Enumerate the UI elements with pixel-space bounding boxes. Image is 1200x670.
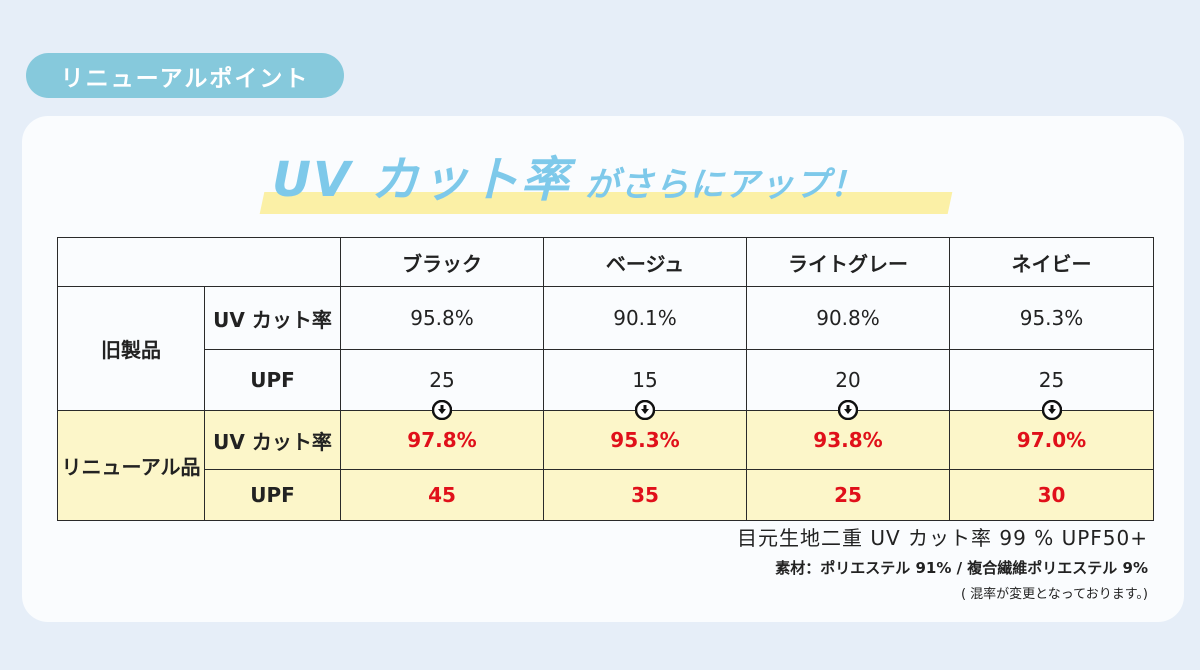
- new-upf-label: UPF: [204, 469, 341, 521]
- old-uv-value: 90.1%: [543, 286, 747, 350]
- headline-main: UV カット率: [272, 152, 571, 208]
- headline-text: UV カット率 がさらにアップ！: [272, 140, 865, 210]
- header-color-beige: ベージュ: [543, 237, 747, 287]
- arrow-down-icon: [1041, 400, 1062, 420]
- new-upf-value: 25: [746, 469, 950, 521]
- table-row: UPF 25 15 20 25: [58, 349, 1154, 420]
- table-header-row: ブラック ベージュ ライトグレー ネイビー: [57, 237, 1154, 287]
- header-color-black: ブラック: [340, 237, 544, 287]
- old-upf-value: 25: [1038, 368, 1065, 392]
- old-upf-value: 20: [835, 368, 861, 392]
- old-upf-value: 25: [429, 368, 455, 392]
- arrow-down-icon: [838, 400, 858, 420]
- old-upf-label: UPF: [204, 349, 341, 411]
- new-uv-value: 97.0%: [949, 410, 1154, 470]
- old-uv-label: UV カット率: [204, 286, 341, 350]
- old-upf-value: 15: [632, 368, 658, 392]
- new-uv-label: UV カット率: [204, 410, 341, 470]
- new-upf-value: 45: [340, 469, 544, 521]
- eye-fabric-note: 目元生地二重 UV カット率 99 % UPF50+: [737, 526, 1148, 550]
- old-upf-cell: 25: [949, 349, 1154, 420]
- header-color-navy: ネイビー: [949, 237, 1154, 287]
- old-upf-cell: 20: [746, 349, 950, 420]
- headline-sub: がさらにアップ！: [584, 165, 865, 205]
- new-uv-value: 95.3%: [543, 410, 747, 470]
- new-uv-value: 97.8%: [340, 410, 544, 470]
- material-note: 素材：ポリエステル 91% / 複合繊維ポリエステル 9%: [775, 559, 1148, 577]
- table-row: 旧製品 UV カット率 95.8% 90.1% 90.8% 95.3%: [57, 286, 1154, 411]
- old-product-label: 旧製品: [57, 286, 205, 411]
- table-row: UPF 45 35 25 30: [58, 469, 1154, 521]
- old-uv-value: 90.8%: [746, 286, 950, 350]
- new-upf-value: 35: [543, 469, 747, 521]
- old-upf-cell: 15: [543, 349, 747, 420]
- arrow-down-icon: [635, 400, 655, 420]
- uv-comparison-table: ブラック ベージュ ライトグレー ネイビー 旧製品 UV カット率 95.8% …: [57, 237, 1154, 521]
- blend-change-note: ( 混率が変更となっております。): [960, 587, 1148, 602]
- arrow-down-icon: [432, 400, 452, 420]
- header-empty-cell: [57, 237, 341, 287]
- new-upf-value: 30: [949, 469, 1154, 521]
- header-color-lightgray: ライトグレー: [746, 237, 950, 287]
- old-upf-cell: 25: [340, 349, 544, 420]
- old-uv-value: 95.8%: [340, 286, 544, 350]
- old-uv-value: 95.3%: [949, 286, 1154, 350]
- renewal-point-badge: リニューアルポイント: [26, 53, 344, 98]
- table-row: リニューアル品 UV カット率 97.8% 95.3% 93.8% 97.0%: [57, 410, 1154, 521]
- headline: UV カット率 がさらにアップ！: [259, 140, 953, 220]
- renewal-product-label: リニューアル品: [57, 410, 205, 521]
